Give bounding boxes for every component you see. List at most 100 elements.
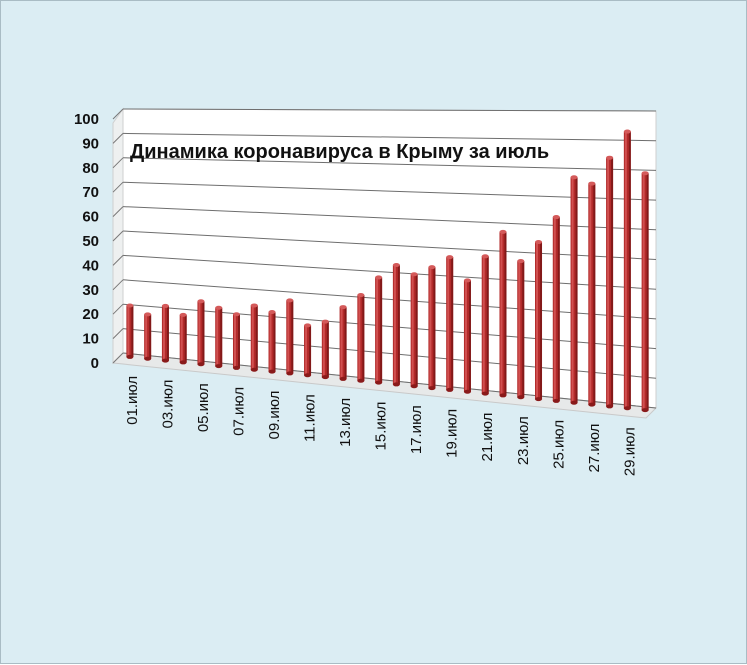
bar-base [535, 397, 543, 402]
gridline [122, 206, 657, 231]
bar-shade [415, 274, 418, 387]
bar-highlight [145, 314, 148, 359]
bar-shade [237, 314, 240, 368]
bar-base [250, 367, 258, 372]
y-axis-tick-labels: 0 10 20 30 40 50 60 70 80 90 100 [74, 111, 99, 372]
bar [286, 298, 294, 376]
bar-shade [380, 277, 383, 383]
x-axis-tick-labels: 01.июл 03.июл 05.июл 07.июл 09.июл 11.июл 13.и… [124, 376, 638, 476]
bar-shade [486, 256, 489, 394]
gridline [122, 279, 657, 320]
bar-highlight [642, 173, 645, 411]
bar-highlight [287, 300, 290, 374]
bar-top [215, 305, 223, 310]
x-tick-label: 07.июл [230, 387, 247, 436]
x-tick-label: 15.июл [373, 402, 390, 451]
bar-top [232, 312, 240, 317]
bar-top [392, 263, 400, 268]
bar-body [375, 277, 383, 383]
bar [375, 275, 383, 385]
bar [321, 319, 329, 380]
bar [606, 155, 614, 409]
bar-top [375, 275, 383, 280]
y-tick-label: 80 [82, 160, 99, 177]
bar-body [606, 157, 614, 407]
y-tick-label: 90 [82, 135, 99, 152]
bar [552, 215, 560, 403]
bar-body [304, 325, 312, 376]
bar [161, 303, 169, 363]
bar-body [126, 305, 134, 357]
bar-body [481, 256, 489, 394]
bar-shade [522, 261, 525, 398]
bar-base [517, 395, 525, 400]
x-tick-label: 17.июл [408, 405, 425, 454]
bar-shade [255, 305, 258, 370]
bar-base [268, 369, 276, 374]
bar-base [357, 378, 365, 383]
bar-body [570, 177, 578, 403]
gridline-side [112, 230, 124, 242]
bar-base [304, 373, 312, 378]
bar-top [161, 303, 169, 308]
gridline-side [112, 206, 124, 217]
bar-base [428, 386, 436, 391]
x-tick-label: 19.июл [444, 409, 461, 458]
bar-highlight [447, 257, 450, 390]
y-tick-label: 10 [82, 331, 99, 348]
x-tick-label: 03.июл [159, 380, 176, 429]
bar-highlight [216, 307, 219, 367]
bar-base [446, 387, 454, 392]
bar-highlight [233, 314, 236, 368]
bar [428, 265, 436, 391]
gridline [122, 352, 657, 409]
bar-highlight [429, 267, 432, 389]
bar-base [410, 384, 418, 389]
gridline [122, 328, 657, 379]
bar-base [126, 354, 134, 359]
bar-shade [646, 173, 649, 411]
gridline [122, 254, 657, 290]
bar-base [481, 391, 489, 396]
bar [144, 312, 152, 361]
bar-highlight [500, 231, 503, 396]
gridline [122, 108, 657, 112]
x-tick-label: 21.июл [479, 413, 496, 462]
bar-base [641, 408, 649, 413]
gridline [122, 230, 657, 260]
bar [232, 312, 240, 370]
bar-series [126, 129, 649, 413]
bar [517, 259, 525, 400]
bar-body [535, 242, 543, 400]
bar-highlight [411, 274, 414, 387]
bar-highlight [251, 305, 254, 370]
bar-base [197, 362, 205, 367]
gridline-side [112, 108, 124, 120]
bar-highlight [376, 277, 379, 383]
bar-body [463, 280, 471, 392]
bar-top [339, 305, 347, 310]
bar-highlight [358, 295, 361, 381]
gridline-side [112, 133, 124, 144]
bar-top [446, 255, 454, 260]
bar [304, 323, 312, 378]
bar-highlight [571, 177, 574, 403]
gridline-side [112, 279, 124, 291]
bar-base [623, 406, 631, 411]
bar-base [463, 389, 471, 394]
bar-shade [557, 217, 560, 401]
bar-shade [344, 307, 347, 379]
bar-highlight [607, 157, 610, 407]
bar-highlight [162, 305, 165, 361]
bar-top [126, 303, 134, 308]
bar-highlight [393, 265, 396, 385]
y-tick-label: 0 [91, 355, 99, 372]
bar-body [392, 265, 400, 385]
bar [392, 263, 400, 387]
bar-highlight [464, 280, 467, 392]
bar-highlight [589, 183, 592, 405]
bar-top [481, 254, 489, 259]
bar-body [321, 321, 329, 378]
bar-body [517, 261, 525, 398]
x-tick-label: 13.июл [337, 398, 354, 447]
